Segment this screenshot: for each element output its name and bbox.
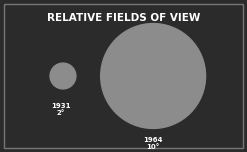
Circle shape (50, 63, 76, 89)
Text: RELATIVE FIELDS OF VIEW: RELATIVE FIELDS OF VIEW (47, 13, 200, 23)
Circle shape (101, 24, 206, 128)
Text: 1931
2°: 1931 2° (51, 103, 70, 116)
Text: 1964
10°: 1964 10° (144, 137, 163, 150)
